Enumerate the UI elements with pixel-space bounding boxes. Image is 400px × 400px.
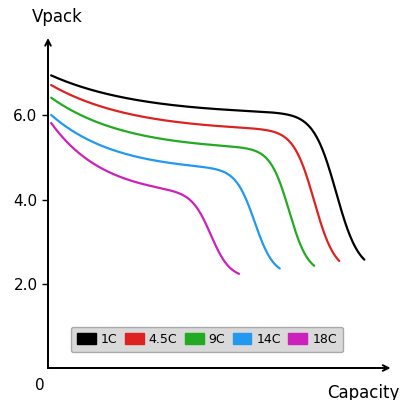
Text: Capacity: Capacity [328, 384, 400, 400]
Text: Vpack: Vpack [31, 8, 82, 26]
Text: 0: 0 [35, 378, 45, 393]
Legend: 1C, 4.5C, 9C, 14C, 18C: 1C, 4.5C, 9C, 14C, 18C [71, 327, 343, 352]
